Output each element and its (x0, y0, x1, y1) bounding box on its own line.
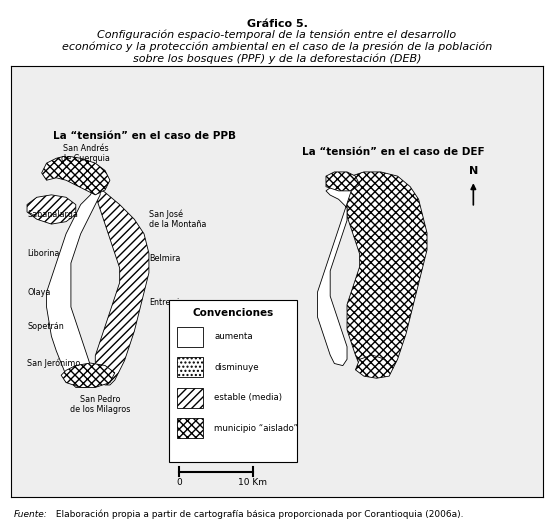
Text: Liborina: Liborina (27, 249, 59, 258)
Text: Belmira: Belmira (149, 254, 180, 263)
Text: Elaboración propia a partir de cartografía básica proporcionada por Corantioquia: Elaboración propia a partir de cartograf… (53, 510, 463, 519)
Polygon shape (42, 156, 110, 195)
Text: aumenta: aumenta (214, 332, 253, 341)
Text: Fuente:: Fuente: (14, 510, 48, 519)
Text: San Andrés
de Cuerquia: San Andrés de Cuerquia (61, 144, 110, 163)
Polygon shape (356, 355, 393, 378)
Text: Convenciones: Convenciones (192, 308, 273, 318)
Polygon shape (177, 357, 203, 378)
Text: N: N (469, 166, 478, 176)
Polygon shape (317, 183, 351, 366)
Polygon shape (347, 172, 427, 374)
Text: 10 Km: 10 Km (238, 478, 267, 487)
Text: disminuye: disminuye (214, 363, 259, 372)
Text: Configuración espacio-temporal de la tensión entre el desarrollo: Configuración espacio-temporal de la ten… (98, 29, 456, 40)
Polygon shape (326, 172, 360, 191)
Polygon shape (177, 327, 203, 347)
Text: Sabanalarga: Sabanalarga (27, 210, 78, 219)
Text: 0: 0 (177, 478, 182, 487)
Text: San Jerónimo: San Jerónimo (27, 358, 80, 368)
Text: San Pedro
de los Milagros: San Pedro de los Milagros (70, 395, 130, 414)
Text: Entrerrios: Entrerrios (149, 298, 188, 307)
Polygon shape (177, 388, 203, 408)
Polygon shape (47, 163, 100, 387)
Polygon shape (95, 185, 149, 385)
Text: económico y la protección ambiental en el caso de la presión de la población: económico y la protección ambiental en e… (62, 41, 492, 52)
Text: La “tensión” en el caso de DEF: La “tensión” en el caso de DEF (302, 147, 485, 157)
FancyBboxPatch shape (169, 299, 296, 462)
Text: La “tensión” en el caso de PPB: La “tensión” en el caso de PPB (53, 131, 235, 141)
Text: San José
de la Montaña: San José de la Montaña (149, 209, 206, 229)
Text: sobre los bosques (PPF) y de la deforestación (DEB): sobre los bosques (PPF) y de la deforest… (133, 53, 421, 64)
Polygon shape (177, 418, 203, 439)
Polygon shape (27, 195, 76, 224)
Text: Olaya: Olaya (27, 288, 50, 297)
Text: municipio “aislado”: municipio “aislado” (214, 424, 298, 433)
Polygon shape (61, 363, 115, 387)
Text: Sopetrán: Sopetrán (27, 322, 64, 331)
Text: estable (media): estable (media) (214, 393, 282, 403)
Text: Gráfico 5.: Gráfico 5. (247, 19, 307, 29)
